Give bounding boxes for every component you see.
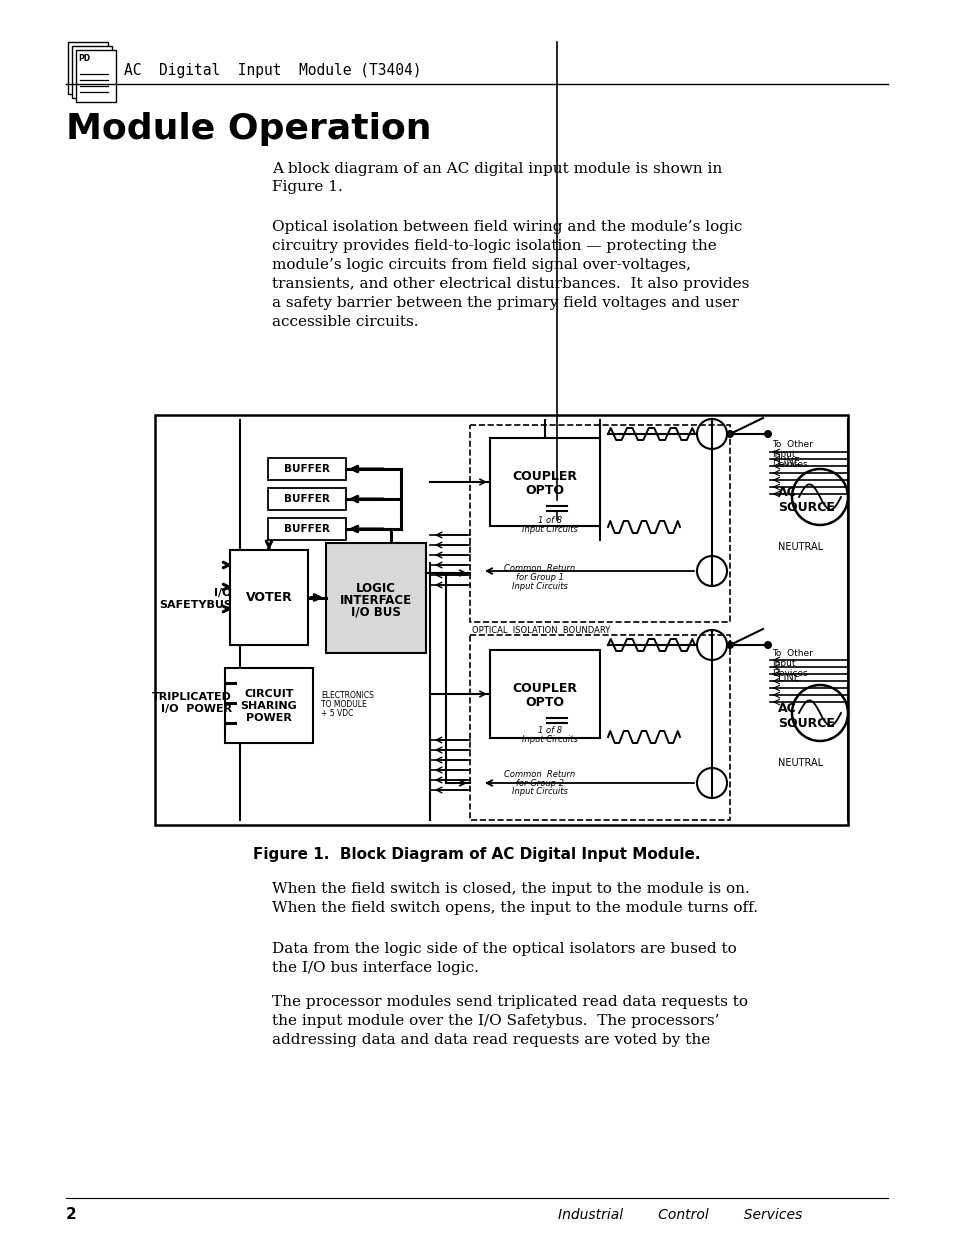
Polygon shape — [268, 488, 346, 510]
Text: Devices: Devices — [771, 459, 807, 469]
Polygon shape — [230, 550, 308, 645]
Text: COUPLER: COUPLER — [512, 682, 577, 694]
Text: When the field switch is closed, the input to the module is on.
When the field s: When the field switch is closed, the inp… — [272, 882, 758, 915]
Text: AC: AC — [778, 485, 796, 499]
Text: Common  Return: Common Return — [504, 563, 575, 573]
Text: for Group 1: for Group 1 — [516, 573, 563, 582]
Text: COUPLER: COUPLER — [512, 469, 577, 483]
Text: Input Circuits: Input Circuits — [521, 735, 578, 743]
Text: POWER: POWER — [246, 713, 292, 722]
Text: NEUTRAL: NEUTRAL — [778, 542, 822, 552]
Text: LINE: LINE — [778, 673, 799, 683]
Text: ELECTRONICS: ELECTRONICS — [320, 692, 374, 700]
Polygon shape — [490, 650, 599, 739]
Text: A block diagram of an AC digital input module is shown in
Figure 1.: A block diagram of an AC digital input m… — [272, 162, 721, 194]
Text: TO MODULE: TO MODULE — [320, 700, 366, 709]
Text: Input Circuits: Input Circuits — [512, 788, 567, 797]
Text: Module Operation: Module Operation — [66, 112, 431, 146]
Text: To  Other: To Other — [771, 650, 812, 658]
Text: for Group 2: for Group 2 — [516, 778, 563, 788]
Text: Devices: Devices — [771, 669, 807, 678]
Text: Data from the logic side of the optical isolators are bused to
the I/O bus inter: Data from the logic side of the optical … — [272, 942, 736, 974]
Text: OPTICAL  ISOLATION  BOUNDARY: OPTICAL ISOLATION BOUNDARY — [472, 625, 610, 635]
Text: PD: PD — [78, 53, 90, 63]
Polygon shape — [268, 458, 346, 480]
Polygon shape — [326, 543, 426, 653]
Text: SOURCE: SOURCE — [778, 500, 834, 514]
Text: NEUTRAL: NEUTRAL — [778, 758, 822, 768]
Polygon shape — [71, 46, 112, 98]
Text: Input: Input — [771, 450, 795, 459]
Text: LINE: LINE — [778, 457, 799, 467]
Polygon shape — [490, 438, 599, 526]
Text: TRIPLICATED
I/O  POWER: TRIPLICATED I/O POWER — [152, 692, 232, 714]
Text: Industrial        Control        Services: Industrial Control Services — [558, 1208, 801, 1221]
Text: BUFFER: BUFFER — [284, 524, 330, 534]
Text: OPTO: OPTO — [525, 695, 564, 709]
Text: Common  Return: Common Return — [504, 769, 575, 778]
Polygon shape — [76, 49, 116, 103]
Circle shape — [763, 641, 771, 650]
Text: AC  Digital  Input  Module (T3404): AC Digital Input Module (T3404) — [124, 63, 421, 78]
Text: INTERFACE: INTERFACE — [339, 594, 412, 606]
Text: 2: 2 — [66, 1208, 76, 1223]
Polygon shape — [68, 42, 108, 94]
Text: Input: Input — [771, 659, 795, 668]
Text: The processor modules send triplicated read data requests to
the input module ov: The processor modules send triplicated r… — [272, 995, 747, 1047]
Text: AC: AC — [778, 701, 796, 715]
Text: LOGIC: LOGIC — [355, 582, 395, 594]
Text: Input Circuits: Input Circuits — [521, 525, 578, 534]
Text: Optical isolation between field wiring and the module’s logic
circuitry provides: Optical isolation between field wiring a… — [272, 220, 749, 329]
Text: SOURCE: SOURCE — [778, 716, 834, 730]
Polygon shape — [268, 517, 346, 540]
Text: VOTER: VOTER — [245, 592, 292, 604]
Text: 1 of 8: 1 of 8 — [537, 725, 561, 735]
Text: I/O
SAFETYBUS: I/O SAFETYBUS — [159, 588, 232, 610]
Text: Input Circuits: Input Circuits — [512, 582, 567, 590]
Text: OPTO: OPTO — [525, 483, 564, 496]
Circle shape — [763, 430, 771, 438]
Circle shape — [725, 641, 733, 650]
Text: 1 of 8: 1 of 8 — [537, 515, 561, 525]
Text: BUFFER: BUFFER — [284, 494, 330, 504]
Text: SHARING: SHARING — [240, 700, 297, 710]
Text: + 5 VDC: + 5 VDC — [320, 709, 353, 718]
Circle shape — [725, 430, 733, 438]
Text: BUFFER: BUFFER — [284, 464, 330, 474]
Text: To  Other: To Other — [771, 440, 812, 450]
Polygon shape — [225, 668, 313, 743]
Text: Figure 1.  Block Diagram of AC Digital Input Module.: Figure 1. Block Diagram of AC Digital In… — [253, 847, 700, 862]
Text: CIRCUIT: CIRCUIT — [244, 688, 294, 699]
Text: I/O BUS: I/O BUS — [351, 605, 400, 619]
